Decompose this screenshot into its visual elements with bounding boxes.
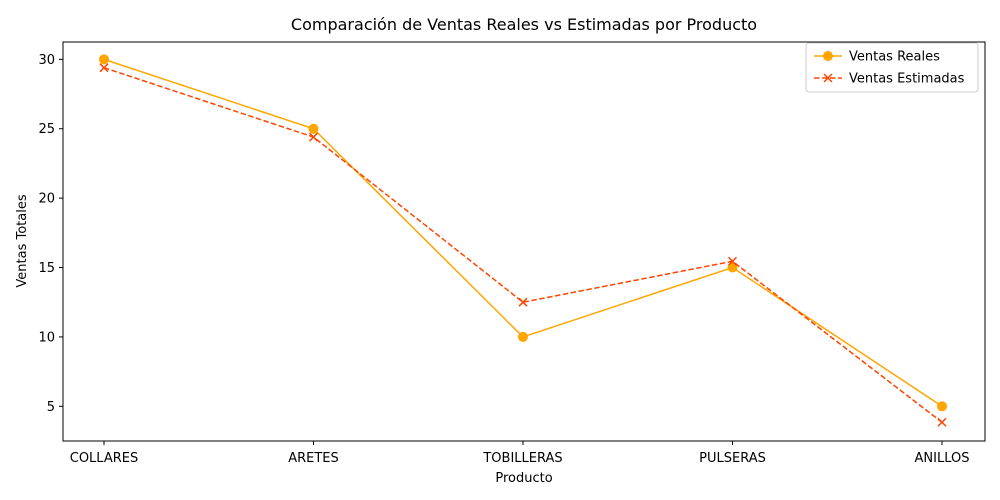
data-point-circle — [937, 401, 947, 412]
y-axis-label: Ventas Totales — [15, 194, 30, 287]
y-tick-label: 5 — [47, 400, 55, 415]
data-point-circle — [727, 262, 738, 273]
y-tick-label: 15 — [38, 261, 55, 276]
plot-area: 5 10 15 20 25 30 COLLARES ARETES TOBILLERAS PULS… — [38, 41, 986, 466]
legend-label: Ventas Estimadas — [849, 72, 965, 87]
plot-frame — [62, 41, 986, 442]
data-point-x — [308, 132, 319, 142]
x-tick-label: COLLARES — [70, 451, 139, 466]
legend-marker-x — [823, 73, 833, 83]
series-layer — [99, 54, 947, 427]
data-point-circle — [518, 331, 528, 342]
y-tick-label: 10 — [38, 330, 55, 345]
legend-label: Ventas Reales — [849, 50, 940, 65]
data-point-x — [99, 63, 109, 73]
chart-title: Comparación de Ventas Reales vs Estimada… — [291, 15, 757, 34]
data-point-x — [518, 297, 528, 307]
legend-entries: Ventas Reales Ventas Estimadas — [814, 50, 965, 87]
legend-entry: Ventas Reales — [814, 50, 940, 65]
x-tick-label: ARETES — [288, 451, 339, 466]
data-point-circle — [99, 54, 109, 65]
x-tick-label: TOBILLERAS — [482, 451, 562, 466]
legend-box — [805, 42, 979, 93]
series-1 — [99, 54, 947, 412]
x-tick-label: PULSERAS — [699, 451, 766, 466]
data-point-x — [937, 417, 947, 427]
y-tick-label: 20 — [38, 192, 55, 207]
series-2 — [99, 63, 947, 427]
legend-marker-circle — [823, 51, 833, 61]
data-point-circle — [308, 123, 319, 134]
legend: Ventas Reales Ventas Estimadas — [805, 42, 979, 93]
y-tick-label: 25 — [38, 122, 55, 137]
x-axis-label: Producto — [495, 471, 552, 486]
x-axis-ticks: COLLARES ARETES TOBILLERAS PULSERAS ANILLOS — [70, 441, 970, 466]
data-point-x — [727, 256, 738, 266]
legend-entry: Ventas Estimadas — [814, 72, 965, 87]
y-axis-ticks: 5 10 15 20 25 30 — [38, 53, 63, 415]
x-tick-label: ANILLOS — [915, 451, 970, 466]
y-tick-label: 30 — [38, 53, 55, 68]
series-line — [103, 66, 943, 423]
